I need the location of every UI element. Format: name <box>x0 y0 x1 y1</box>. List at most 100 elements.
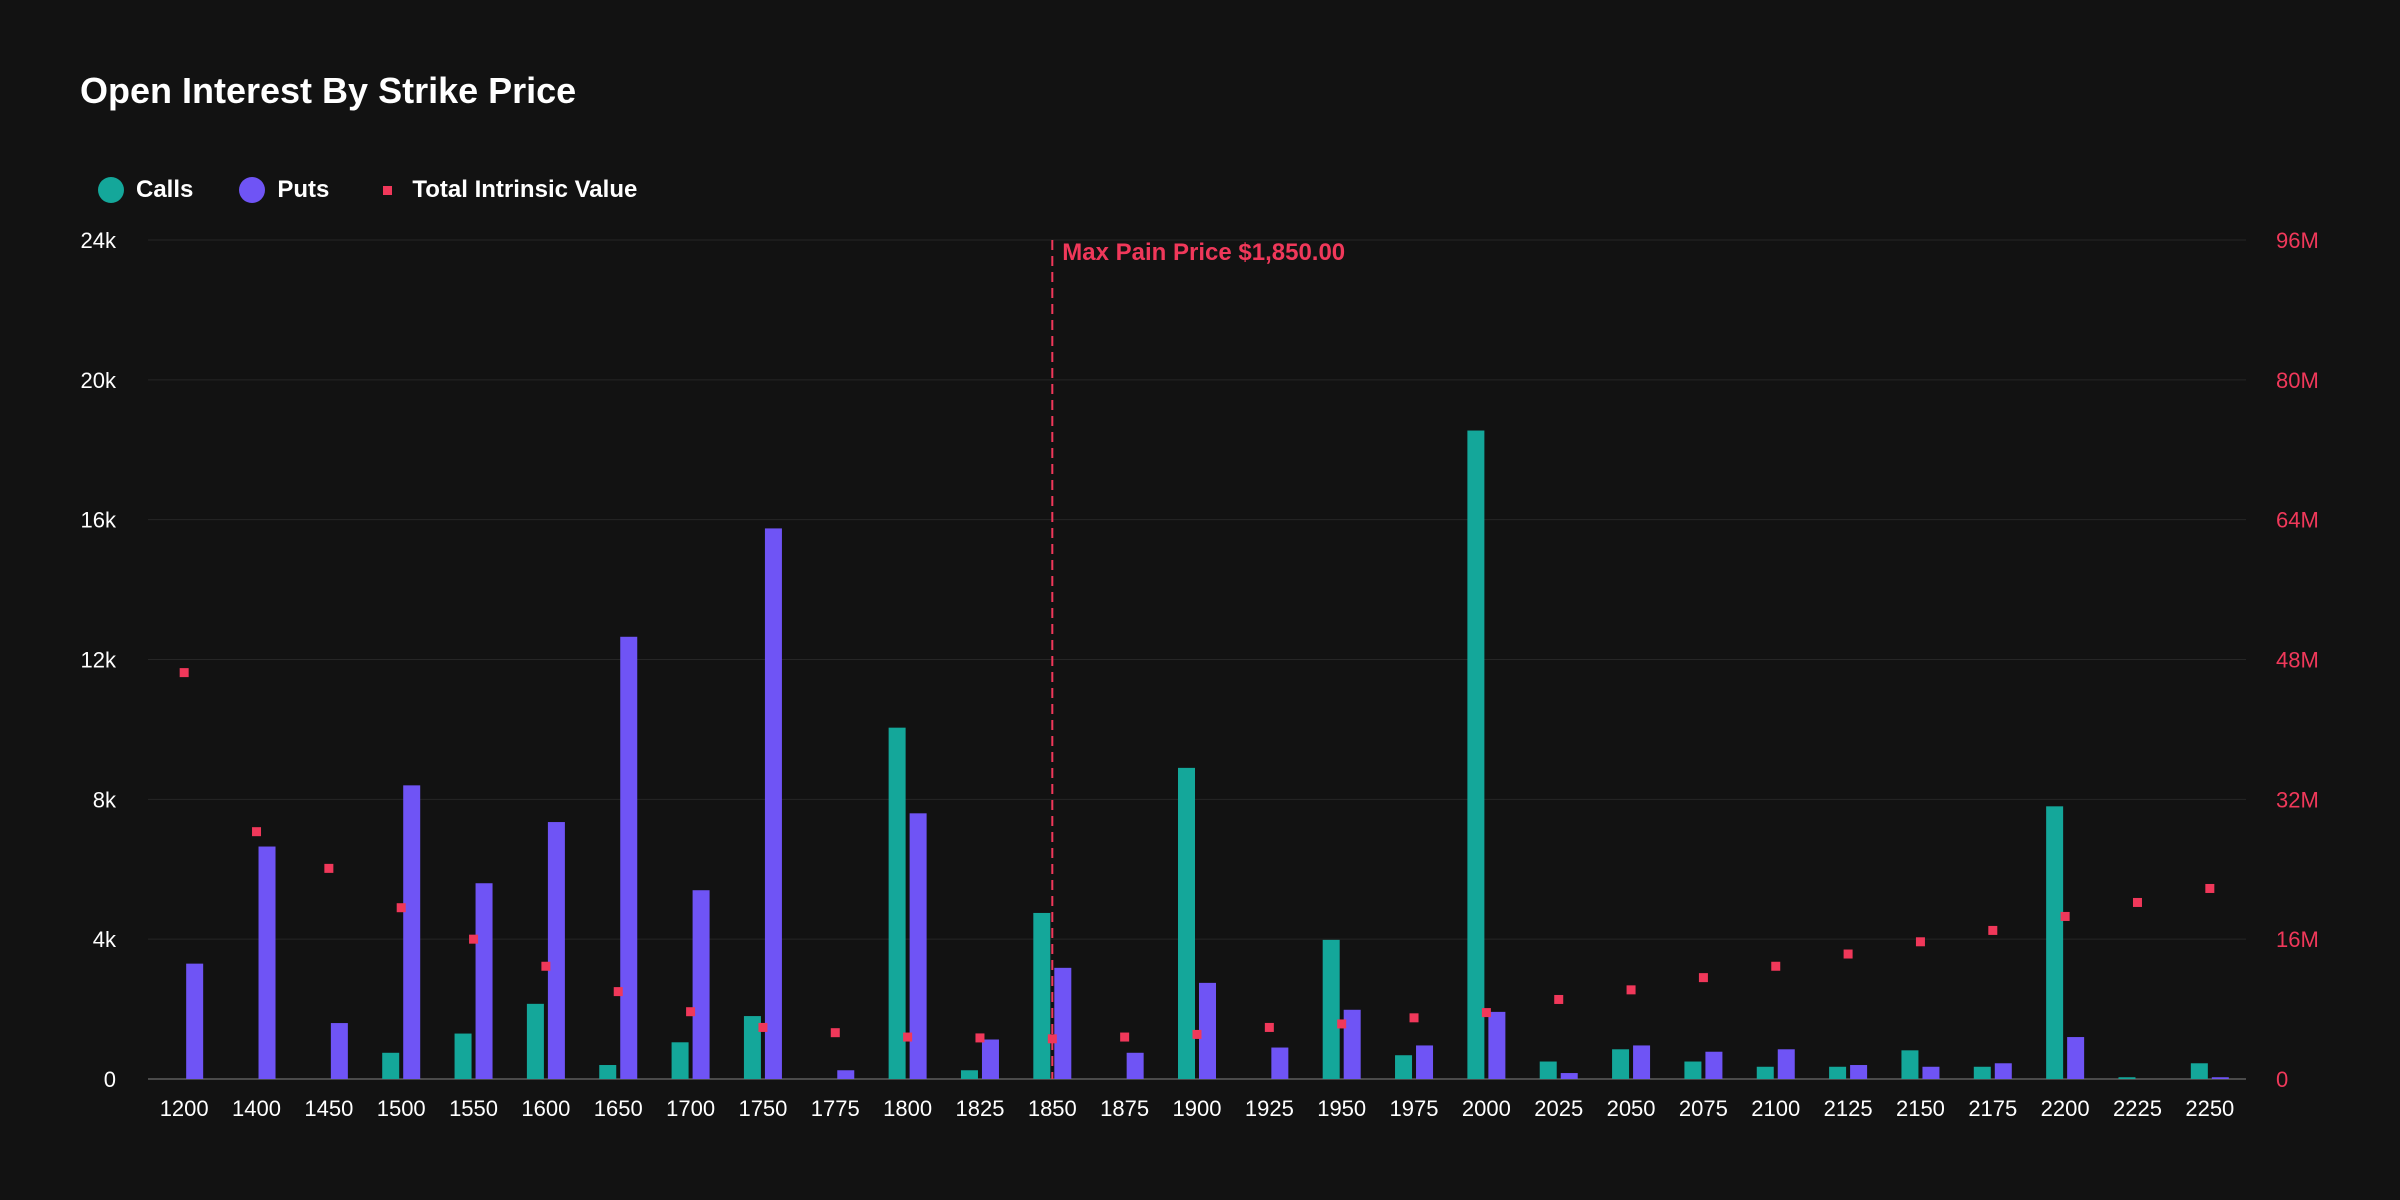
bar-calls <box>743 1016 761 1079</box>
bar-puts <box>620 636 638 1079</box>
y-tick-label-left: 12k <box>81 648 117 673</box>
legend-label-calls: Calls <box>136 176 194 203</box>
bar-calls <box>1395 1055 1413 1079</box>
x-tick-label: 2025 <box>1534 1096 1583 1121</box>
x-tick-label: 2100 <box>1751 1096 1800 1121</box>
y-tick-label-left: 4k <box>93 927 117 952</box>
point-intrinsic-value <box>1047 1034 1057 1044</box>
bar-calls <box>1684 1061 1702 1079</box>
bar-puts <box>1994 1063 2012 1079</box>
point-intrinsic-value <box>1915 937 1925 947</box>
bar-puts <box>1850 1065 1868 1079</box>
x-tick-label: 1700 <box>666 1096 715 1121</box>
bar-calls <box>1178 767 1195 1079</box>
x-tick-label: 2125 <box>1824 1096 1873 1121</box>
y-tick-label-right: 80M <box>2276 368 2319 393</box>
x-tick-label: 1500 <box>377 1096 426 1121</box>
x-tick-label: 1450 <box>304 1096 353 1121</box>
bar-puts <box>1199 982 1216 1079</box>
x-tick-label: 2050 <box>1607 1096 1656 1121</box>
x-tick-label: 1400 <box>232 1096 281 1121</box>
x-tick-label: 1750 <box>738 1096 787 1121</box>
bar-calls <box>526 1003 544 1079</box>
bar-puts <box>981 1039 999 1079</box>
legend: Calls Puts Total Intrinsic Value <box>98 176 683 204</box>
point-intrinsic-value <box>179 668 189 678</box>
y-tick-label-right: 96M <box>2276 228 2319 253</box>
bar-calls <box>1322 939 1340 1079</box>
bar-puts <box>1922 1066 1940 1079</box>
bar-puts <box>1271 1047 1289 1079</box>
point-intrinsic-value <box>1264 1022 1274 1032</box>
x-tick-label: 2150 <box>1896 1096 1945 1121</box>
x-tick-label: 1825 <box>955 1096 1004 1121</box>
bar-calls <box>1467 430 1485 1079</box>
bar-calls <box>1612 1049 1630 1079</box>
x-tick-label: 1850 <box>1028 1096 1077 1121</box>
point-intrinsic-value <box>975 1033 985 1043</box>
point-intrinsic-value <box>1481 1008 1491 1018</box>
point-intrinsic-value <box>469 934 479 944</box>
point-intrinsic-value <box>252 827 262 837</box>
x-tick-label: 2000 <box>1462 1096 1511 1121</box>
point-intrinsic-value <box>1843 949 1853 959</box>
bar-calls <box>2118 1077 2136 1079</box>
y-tick-label-right: 0 <box>2276 1067 2288 1092</box>
point-intrinsic-value <box>686 1007 696 1017</box>
legend-item-puts[interactable]: Puts <box>239 176 329 204</box>
bar-calls <box>1901 1050 1919 1079</box>
y-tick-label-right: 48M <box>2276 648 2319 673</box>
bar-calls <box>599 1065 617 1079</box>
legend-item-calls[interactable]: Calls <box>98 176 193 204</box>
bar-calls <box>1033 912 1051 1079</box>
bar-calls <box>1756 1066 1774 1079</box>
point-intrinsic-value <box>1626 985 1636 995</box>
x-tick-label: 2175 <box>1968 1096 2017 1121</box>
x-tick-label: 1875 <box>1100 1096 1149 1121</box>
bar-calls <box>1973 1066 1991 1079</box>
point-intrinsic-value <box>1771 961 1781 971</box>
point-intrinsic-value <box>2132 897 2142 907</box>
x-tick-label: 1900 <box>1173 1096 1222 1121</box>
x-tick-label: 2225 <box>2113 1096 2162 1121</box>
point-intrinsic-value <box>1554 994 1564 1004</box>
point-intrinsic-value <box>830 1028 840 1038</box>
point-intrinsic-value <box>541 961 551 971</box>
bar-calls <box>888 727 906 1079</box>
x-tick-label: 1775 <box>811 1096 860 1121</box>
bar-puts <box>258 846 276 1079</box>
legend-item-intrinsic[interactable]: Total Intrinsic Value <box>375 176 637 204</box>
y-tick-label-right: 64M <box>2276 508 2319 533</box>
x-tick-label: 1925 <box>1245 1096 1294 1121</box>
bar-calls <box>1829 1066 1847 1079</box>
x-tick-label: 1650 <box>594 1096 643 1121</box>
bar-puts <box>2211 1077 2229 1079</box>
point-intrinsic-value <box>2205 883 2215 893</box>
bar-puts <box>692 890 710 1079</box>
point-intrinsic-value <box>1337 1019 1347 1029</box>
bar-puts <box>1560 1073 1578 1079</box>
bar-puts <box>1126 1052 1144 1079</box>
puts-swatch <box>239 177 266 203</box>
bar-puts <box>1633 1045 1651 1079</box>
bar-calls <box>1539 1061 1557 1079</box>
y-tick-label-left: 24k <box>81 228 117 253</box>
point-intrinsic-value <box>396 903 406 913</box>
intrinsic-swatch <box>383 185 393 195</box>
bar-puts <box>547 822 565 1079</box>
x-tick-label: 1550 <box>449 1096 498 1121</box>
point-intrinsic-value <box>758 1022 768 1032</box>
bar-puts <box>1777 1049 1795 1079</box>
bar-puts <box>764 528 782 1079</box>
chart-title: Open Interest By Strike Price <box>80 70 577 111</box>
x-tick-label: 1600 <box>521 1096 570 1121</box>
point-intrinsic-value <box>1988 925 1998 935</box>
bar-puts <box>403 785 421 1079</box>
bar-calls <box>960 1070 978 1079</box>
bar-puts <box>1705 1051 1723 1079</box>
bar-puts <box>1488 1011 1506 1079</box>
point-intrinsic-value <box>2060 911 2070 921</box>
bar-calls <box>2046 806 2064 1079</box>
x-tick-label: 2250 <box>2185 1096 2234 1121</box>
